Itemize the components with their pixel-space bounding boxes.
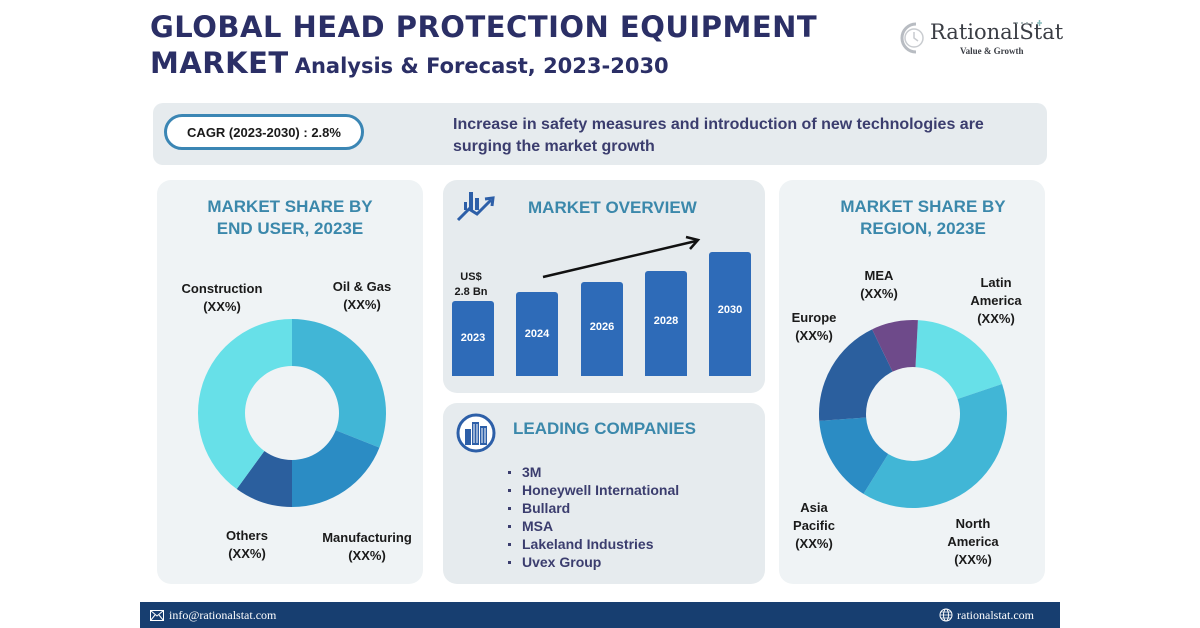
region-panel: MARKET SHARE BY REGION, 2023E MEA (XX%) … — [779, 180, 1045, 584]
footer-website[interactable]: rationalstat.com — [957, 608, 1034, 622]
label-latin-america-line2: America — [970, 293, 1022, 308]
bar-label: 2026 — [589, 321, 615, 334]
company-item: MSA — [508, 517, 679, 535]
donut-slice-mea — [872, 320, 918, 372]
label-north-america-value: (XX%) — [954, 552, 992, 567]
label-mea: MEA (XX%) — [849, 267, 909, 303]
bar-2024: 2024 — [516, 292, 558, 376]
bar-2026: 2026 — [581, 281, 623, 376]
page-subtitle: Analysis & Forecast, 2023-2030 — [294, 54, 669, 78]
companies-title: LEADING COMPANIES — [513, 419, 696, 438]
company-item: Honeywell International — [508, 481, 679, 499]
label-asia-pacific-value: (XX%) — [795, 536, 833, 551]
label-manufacturing-value: (XX%) — [348, 548, 386, 563]
label-oil-gas-name: Oil & Gas — [332, 279, 392, 294]
company-item: 3M — [508, 463, 679, 481]
region-donut-chart — [819, 320, 1007, 508]
page-title-market: MARKET — [150, 46, 289, 80]
bar-annotation: US$ 2.8 Bn — [443, 270, 499, 300]
company-item: Lakeland Industries — [508, 535, 679, 553]
bar-label: 2028 — [653, 315, 679, 327]
label-construction-name: Construction — [181, 281, 263, 296]
end-user-title-line2: END USER, 2023E — [216, 219, 364, 238]
bar-annotation-currency: US$ — [460, 271, 482, 283]
page-title-line2: MARKET Analysis & Forecast, 2023-2030 — [150, 46, 669, 80]
label-asia-pacific-line2: Pacific — [793, 518, 835, 533]
bar-annotation-value: 2.8 Bn — [454, 286, 488, 298]
label-latin-america-value: (XX%) — [977, 311, 1015, 326]
bar-label: 2023 — [460, 332, 486, 345]
label-north-america: North America (XX%) — [939, 515, 1007, 569]
region-title-line2: REGION, 2023E — [860, 219, 986, 238]
label-construction: Construction (XX%) — [177, 280, 267, 316]
clock-icon — [900, 22, 924, 54]
page-title-line1: GLOBAL HEAD PROTECTION EQUIPMENT — [150, 10, 818, 44]
label-latin-america-line1: Latin — [980, 275, 1012, 290]
label-europe-value: (XX%) — [795, 328, 833, 343]
logo-name: RationalStat — [930, 20, 1064, 44]
market-overview-bar-chart: 2023 2024 2026 2028 2030 — [443, 180, 765, 393]
companies-list: 3M Honeywell International Bullard MSA L… — [508, 463, 679, 571]
bar-2023: 2023 — [452, 300, 494, 376]
footer-email[interactable]: info@rationalstat.com — [169, 608, 277, 622]
globe-icon — [939, 608, 953, 622]
label-manufacturing: Manufacturing (XX%) — [317, 529, 417, 565]
overview-title: MARKET OVERVIEW — [528, 198, 697, 217]
label-mea-name: MEA — [864, 268, 894, 283]
growth-chart-icon — [456, 192, 495, 222]
logo-tagline: Value & Growth — [960, 46, 1024, 56]
footer-bar: info@rationalstat.com rationalstat.com — [140, 602, 1060, 628]
donut-slice-oil-gas — [292, 319, 386, 448]
label-oil-gas: Oil & Gas (XX%) — [322, 278, 402, 314]
company-item: Uvex Group — [508, 553, 679, 571]
bar-label: 2030 — [717, 304, 743, 317]
donut-slice-construction — [198, 319, 292, 490]
label-europe-name: Europe — [791, 310, 837, 325]
bar-label: 2024 — [524, 327, 550, 340]
donut-slice-north-america — [863, 384, 1007, 508]
banner-tagline: Increase in safety measures and introduc… — [453, 116, 984, 155]
market-overview-panel: MARKET OVERVIEW US$ 2.8 Bn 2023 2024 2026 2… — [443, 180, 765, 393]
cagr-badge: CAGR (2023-2030) : 2.8% — [164, 114, 364, 150]
buildings-icon — [456, 413, 496, 453]
label-mea-value: (XX%) — [860, 286, 898, 301]
label-oil-gas-value: (XX%) — [343, 297, 381, 312]
rationalstat-logo: RationalStat Value & Growth — [896, 18, 1063, 60]
label-asia-pacific-line1: Asia — [800, 500, 828, 515]
donut-slice-latin-america — [915, 320, 1003, 400]
label-others-value: (XX%) — [228, 546, 266, 561]
end-user-panel: MARKET SHARE BY END USER, 2023E Construc… — [157, 180, 423, 584]
label-north-america-line2: America — [947, 534, 999, 549]
label-north-america-line1: North — [955, 516, 991, 531]
leading-companies-panel: LEADING COMPANIES — [443, 403, 765, 584]
donut-slice-others — [236, 451, 292, 507]
end-user-donut-chart — [198, 319, 386, 507]
trend-arrow-icon — [542, 235, 701, 279]
label-others-name: Others — [226, 528, 268, 543]
company-item: Bullard — [508, 499, 679, 517]
label-manufacturing-name: Manufacturing — [322, 530, 412, 545]
logo-dots-icon — [1016, 20, 1042, 26]
label-latin-america: Latin America (XX%) — [961, 274, 1031, 328]
label-asia-pacific: Asia Pacific (XX%) — [784, 499, 844, 553]
label-europe: Europe (XX%) — [784, 309, 844, 345]
end-user-title-line1: MARKET SHARE BY — [207, 197, 373, 216]
label-others: Others (XX%) — [207, 527, 287, 563]
donut-slice-manufacturing — [292, 430, 380, 507]
bar-2030: 2030 — [709, 252, 751, 376]
envelope-icon — [150, 610, 164, 621]
region-title-line1: MARKET SHARE BY — [840, 197, 1006, 216]
donut-slice-asia-pacific — [819, 417, 889, 494]
donut-slice-europe — [819, 329, 893, 421]
bar-2028: 2028 — [645, 270, 687, 376]
label-construction-value: (XX%) — [203, 299, 241, 314]
